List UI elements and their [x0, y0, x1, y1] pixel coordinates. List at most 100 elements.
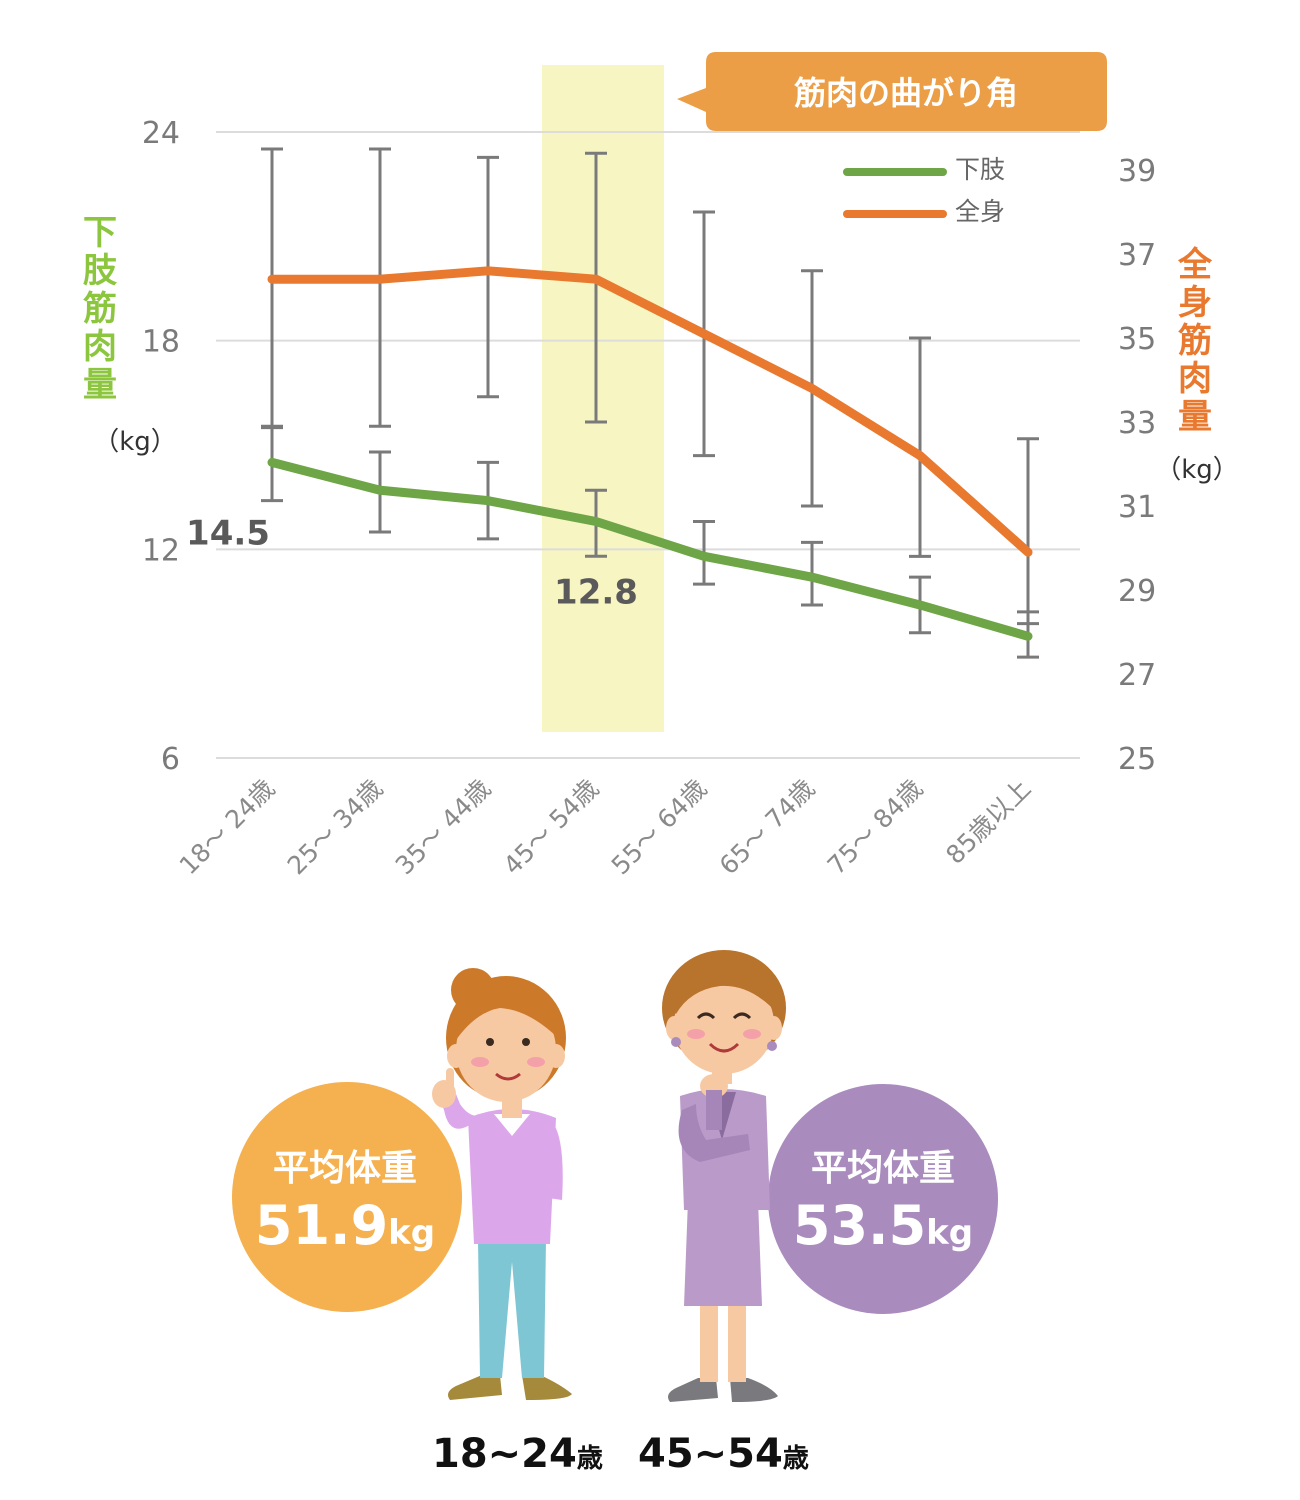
weight-value-young: 51.9kg: [255, 1194, 435, 1257]
ear-right-young: [547, 1044, 565, 1068]
shoe-left-middle: [668, 1378, 718, 1402]
weight-circle-middle: [768, 1084, 998, 1314]
error-bar: [261, 147, 283, 428]
shoe-right-young: [522, 1375, 572, 1400]
series-line-lower-limb: [267, 457, 1033, 641]
error-bar: [477, 155, 499, 399]
right-tick-label: 31: [1118, 490, 1156, 525]
weight-number-young: 51.9: [255, 1194, 388, 1257]
collar-young: [494, 1114, 530, 1136]
ear-left-young: [447, 1044, 465, 1068]
face-young: [456, 998, 556, 1102]
callout-shape: [677, 52, 1107, 131]
left-axis-title: 下肢筋肉量: [83, 213, 118, 405]
x-tick-label: 75～ 84歳: [822, 774, 928, 880]
left-tick-label: 24: [142, 116, 180, 151]
age-unit-middle: 歳: [783, 1444, 809, 1474]
shoe-right-middle: [730, 1378, 778, 1402]
x-axis-ticks: 18～ 24歳 25～ 34歳 35～ 44歳 45～ 54歳 55～ 64歳 65～ 7…: [174, 774, 1036, 880]
finger-young: [446, 1068, 454, 1092]
right-tick-label: 35: [1118, 322, 1156, 357]
highlight-band: [542, 65, 664, 732]
left-axis-ticks: 24 18 12 6: [142, 116, 180, 777]
data-labels: 14.5 12.8: [186, 513, 638, 612]
mouth-young: [495, 1072, 521, 1081]
mouth-middle: [708, 1042, 740, 1053]
earring-left-middle: [671, 1037, 681, 1047]
age-unit-young: 歳: [577, 1444, 603, 1474]
right-tick-label: 29: [1118, 574, 1156, 609]
right-tick-label: 25: [1118, 742, 1156, 777]
eye-left-middle: [696, 1012, 716, 1020]
young-woman-figure: 平均体重 51.9kg 18~24歳: [232, 968, 603, 1477]
eye-left-young: [486, 1038, 494, 1046]
callout-bubble: 筋肉の曲がり角: [677, 52, 1107, 131]
weight-title-young: 平均体重: [273, 1148, 417, 1189]
eye-right-young: [522, 1038, 530, 1046]
right-tick-label: 37: [1118, 238, 1156, 273]
weight-unit-young: kg: [388, 1213, 435, 1253]
face-middle: [674, 974, 774, 1074]
x-tick-label: 65～ 74歳: [714, 774, 820, 880]
age-main-young: 18~24: [432, 1431, 577, 1477]
arm-down-young: [542, 1118, 563, 1200]
x-tick-label: 45～ 54歳: [498, 774, 604, 880]
cheek-left-young: [471, 1057, 489, 1067]
left-tick-label: 12: [142, 533, 180, 568]
error-bar: [909, 336, 931, 558]
right-axis-title: 全身筋肉量: [1177, 245, 1213, 437]
bangs-middle: [672, 964, 778, 1014]
error-bar: [585, 151, 607, 424]
legend-label-lower: 下肢: [955, 155, 1005, 184]
earring-right-middle: [767, 1041, 777, 1051]
right-tick-label: 33: [1118, 406, 1156, 441]
weight-value-middle: 53.5kg: [793, 1194, 973, 1257]
series-lines: [267, 266, 1033, 641]
arm-up-middle: [706, 1090, 722, 1130]
leg-left-middle: [700, 1300, 718, 1382]
weight-title-middle: 平均体重: [811, 1148, 955, 1189]
weight-number-middle: 53.5: [793, 1194, 926, 1257]
right-axis-ticks: 39 37 35 33 31 29 27 25: [1118, 154, 1156, 777]
error-bars: [261, 147, 1039, 659]
x-tick-label: 85歳以上: [940, 774, 1036, 870]
x-tick-label: 35～ 44歳: [390, 774, 496, 880]
data-label: 12.8: [554, 573, 638, 613]
cheek-left-middle: [687, 1029, 705, 1039]
right-tick-label: 27: [1118, 658, 1156, 693]
right-axis-title-text: 全身筋肉量: [1177, 245, 1213, 437]
left-axis-unit: （kg）: [93, 427, 177, 457]
x-tick-label: 18～ 24歳: [174, 774, 280, 880]
shoe-left-young: [448, 1375, 502, 1400]
age-label-young: 18~24歳: [432, 1431, 603, 1477]
jeans-young: [478, 1240, 546, 1378]
left-tick-label: 18: [142, 325, 180, 360]
x-tick-label: 55～ 64歳: [606, 774, 712, 880]
eye-right-middle: [732, 1012, 752, 1020]
right-axis-unit: （kg）: [1155, 455, 1239, 485]
age-main-middle: 45~54: [638, 1431, 783, 1477]
ear-left-middle: [666, 1016, 682, 1040]
cheek-right-young: [527, 1057, 545, 1067]
series-line-whole-body: [267, 266, 1033, 557]
leg-right-middle: [728, 1300, 746, 1382]
age-label-middle: 45~54歳: [638, 1431, 809, 1477]
bangs-young: [452, 988, 562, 1040]
left-axis-title-text: 下肢筋肉量: [83, 213, 118, 405]
data-label: 14.5: [186, 513, 270, 553]
sweater-young: [468, 1109, 556, 1244]
callout-text: 筋肉の曲がり角: [794, 74, 1018, 112]
middle-aged-woman-figure: 平均体重 53.5kg 45~54歳: [638, 950, 998, 1477]
skirt-middle: [684, 1200, 762, 1306]
left-tick-label: 6: [161, 742, 180, 777]
legend-label-total: 全身: [955, 197, 1005, 226]
cheek-right-middle: [743, 1029, 761, 1039]
legend: 下肢 全身: [843, 155, 1005, 226]
error-bar: [1017, 437, 1039, 626]
right-tick-label: 39: [1118, 154, 1156, 189]
error-bar: [369, 147, 391, 428]
weight-unit-middle: kg: [926, 1213, 973, 1253]
weight-circle-young: [232, 1082, 462, 1312]
grid-lines: [216, 131, 1080, 759]
